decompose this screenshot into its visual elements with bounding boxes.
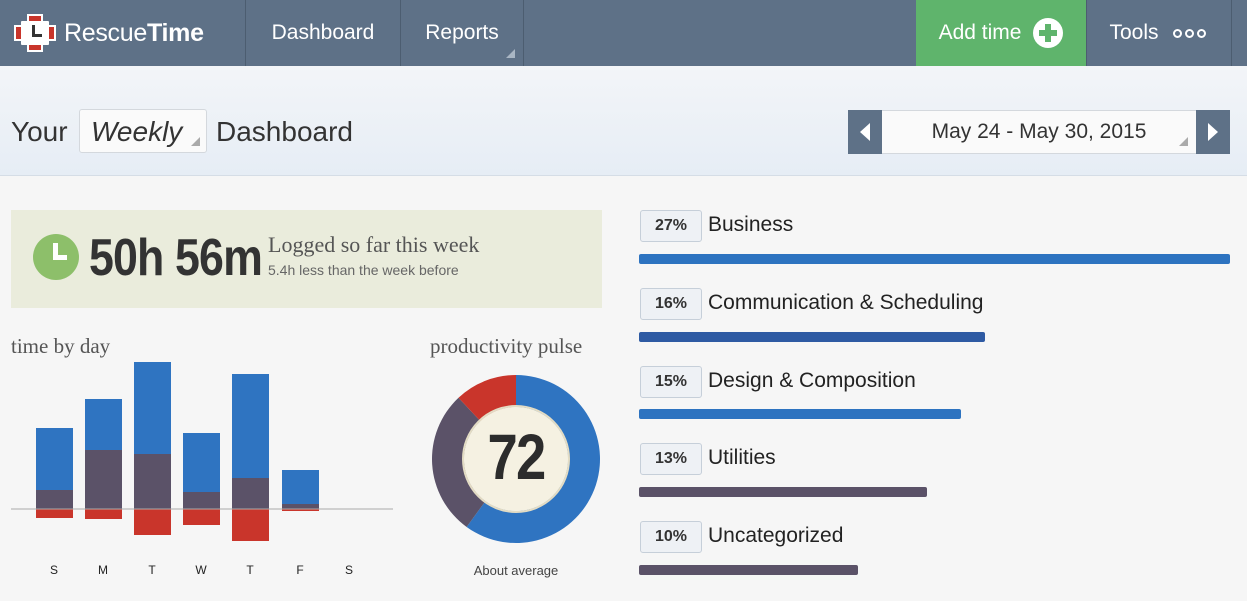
pulse-center xyxy=(464,407,568,511)
productivity-pulse-label: productivity pulse xyxy=(430,334,583,358)
date-range-select[interactable]: May 24 - May 30, 2015 xyxy=(882,110,1196,154)
day-bar-productive xyxy=(36,428,73,490)
add-time-button[interactable]: Add time xyxy=(916,0,1086,66)
previous-period-button[interactable] xyxy=(848,110,882,154)
day-bar-distracting xyxy=(85,509,122,519)
day-bar-productive xyxy=(85,399,122,450)
tools-label: Tools xyxy=(1109,21,1159,44)
dropdown-corner-icon xyxy=(506,49,515,58)
period-select[interactable]: Weekly xyxy=(79,109,207,153)
nav-edge xyxy=(1231,0,1247,66)
day-label: T xyxy=(148,563,156,577)
category-bar xyxy=(639,332,985,342)
day-label: M xyxy=(98,563,108,577)
day-label: S xyxy=(344,563,353,577)
clock-icon xyxy=(33,234,79,280)
dropdown-corner-icon xyxy=(1179,137,1188,146)
category-bar xyxy=(639,254,1230,264)
date-range-value: May 24 - May 30, 2015 xyxy=(931,120,1147,143)
day-bar-neutral xyxy=(232,478,269,509)
title-dashboard: Dashboard xyxy=(216,116,353,147)
nav-reports[interactable]: Reports xyxy=(401,0,524,66)
day-label: S xyxy=(49,563,58,577)
day-bar-neutral xyxy=(85,450,122,509)
logged-total: 50h 56m xyxy=(89,229,263,287)
pulse-caption: About average xyxy=(473,563,559,578)
day-bar-neutral xyxy=(36,490,73,509)
add-time-label: Add time xyxy=(938,21,1022,44)
day-label: T xyxy=(246,563,254,577)
productivity-pulse-donut xyxy=(432,375,600,543)
day-bar-productive xyxy=(183,433,220,492)
category-percent: 16% xyxy=(640,288,702,320)
category-name[interactable]: Design & Composition xyxy=(708,369,916,392)
arrow-right-icon xyxy=(1208,123,1218,141)
pulse-inner-ring xyxy=(462,405,570,513)
dashboard-header: Your Weekly Dashboard May 24 - May 30, 2… xyxy=(0,66,1247,176)
category-name[interactable]: Utilities xyxy=(708,446,776,469)
day-bar-distracting xyxy=(134,509,171,535)
pulse-productive-segment xyxy=(466,375,600,543)
day-label: W xyxy=(195,563,207,577)
day-bar-neutral xyxy=(134,454,171,509)
tools-menu[interactable]: Tools xyxy=(1086,0,1231,66)
logged-time-panel: 50h 56m Logged so far this week 5.4h les… xyxy=(11,210,602,308)
category-percent: 27% xyxy=(640,210,702,242)
dropdown-corner-icon xyxy=(191,137,200,146)
top-navigation: RescueTime Dashboard Reports Add time To… xyxy=(0,0,1247,66)
day-bar-productive xyxy=(232,374,269,478)
day-bar-productive xyxy=(134,362,171,454)
brand-name: RescueTime xyxy=(64,18,204,47)
brand[interactable]: RescueTime xyxy=(0,0,246,66)
category-name[interactable]: Communication & Scheduling xyxy=(708,291,984,314)
time-by-day-chart xyxy=(11,362,393,541)
nav-dashboard[interactable]: Dashboard xyxy=(246,0,401,66)
category-bar xyxy=(639,409,961,419)
logged-title: Logged so far this week xyxy=(268,232,480,257)
day-bar-productive xyxy=(282,470,319,504)
period-select-value: Weekly xyxy=(91,116,183,147)
next-period-button[interactable] xyxy=(1196,110,1230,154)
day-bar-distracting xyxy=(183,509,220,525)
category-name[interactable]: Uncategorized xyxy=(708,524,844,547)
pulse-distracting-segment xyxy=(458,375,516,422)
logged-comparison: 5.4h less than the week before xyxy=(268,262,459,278)
arrow-left-icon xyxy=(860,123,870,141)
more-dots-icon xyxy=(1172,28,1209,38)
rescuetime-logo-icon xyxy=(14,14,56,52)
nav-reports-label: Reports xyxy=(425,21,499,44)
day-bar-distracting xyxy=(36,509,73,518)
title-your: Your xyxy=(11,116,68,147)
category-percent: 15% xyxy=(640,366,702,398)
day-label: F xyxy=(296,563,304,577)
date-navigator: May 24 - May 30, 2015 xyxy=(848,110,1230,154)
pulse-score: 72 xyxy=(487,421,546,493)
day-bar-distracting xyxy=(232,509,269,541)
category-percent: 10% xyxy=(640,521,702,553)
category-percent: 13% xyxy=(640,443,702,475)
plus-circle-icon xyxy=(1033,18,1064,48)
nav-spacer xyxy=(524,0,916,66)
category-bar xyxy=(639,487,927,497)
day-bar-neutral xyxy=(282,504,319,509)
category-name[interactable]: Business xyxy=(708,213,794,236)
day-bar-distracting xyxy=(282,509,319,511)
day-bar-neutral xyxy=(183,492,220,509)
category-bar xyxy=(639,565,858,575)
time-by-day-label: time by day xyxy=(11,334,111,358)
